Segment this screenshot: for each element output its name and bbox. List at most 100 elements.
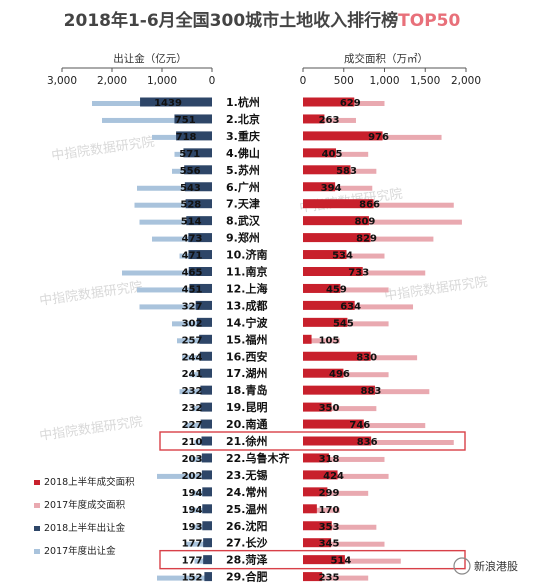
bar-2017-area [303, 423, 426, 429]
bar-2018-area [303, 436, 372, 446]
area-2018-label: 733 [348, 268, 369, 279]
bar-2017-area [303, 440, 454, 445]
area-2018-label: 318 [319, 454, 340, 465]
bar-2018-revenue [189, 283, 212, 293]
city-label: 29.合肥 [226, 570, 268, 584]
area-2018-label: 829 [356, 234, 377, 245]
area-2018-label: 394 [321, 183, 342, 194]
bar-2018-area [303, 216, 369, 226]
city-label: 21.徐州 [226, 434, 268, 448]
bar-2018-area [303, 199, 374, 209]
bar-2018-revenue [203, 555, 212, 565]
area-2018-label: 353 [319, 522, 340, 533]
bar-2018-revenue [199, 368, 212, 378]
city-label: 13.成都 [226, 298, 268, 312]
bar-2017-area [303, 372, 389, 378]
revenue-2018-label: 1439 [154, 98, 182, 109]
city-label: 5.苏州 [226, 163, 260, 177]
legend-swatch [34, 526, 40, 531]
area-2018-label: 263 [319, 115, 340, 126]
legend-swatch [34, 480, 40, 485]
bar-2018-revenue [199, 334, 212, 344]
bar-2018-area [303, 334, 312, 344]
revenue-2018-label: 751 [175, 115, 196, 126]
bar-2018-revenue [174, 114, 212, 124]
area-2018-label: 830 [356, 352, 377, 363]
bar-2018-area [303, 385, 375, 395]
bar-2018-area [303, 504, 317, 514]
bar-2018-area [303, 267, 363, 276]
city-label: 15.福州 [226, 332, 268, 346]
legend-label: 2018上半年成交面积 [44, 476, 135, 488]
wechat-icon [453, 557, 471, 575]
area-2018-label: 424 [323, 471, 344, 482]
bar-2017-area [303, 575, 369, 581]
bar-2018-revenue [201, 470, 212, 480]
bar-2017-revenue [152, 236, 212, 242]
bar-2018-revenue [185, 199, 212, 209]
bar-2017-area [303, 117, 356, 123]
area-2018-label: 459 [326, 284, 347, 295]
revenue-2018-label: 451 [182, 284, 203, 295]
revenue-2018-label: 177 [182, 556, 203, 567]
bar-2017-revenue [192, 490, 212, 496]
bar-2018-area [303, 97, 355, 107]
bar-2017-revenue [179, 389, 212, 395]
revenue-2018-label: 152 [182, 573, 203, 584]
bar-2018-revenue [183, 148, 212, 158]
right-axis-title: 成交面积（万㎡） [344, 52, 428, 65]
revenue-2018-label: 232 [182, 386, 203, 397]
city-label: 25.温州 [226, 502, 268, 516]
bar-2017-revenue [189, 456, 212, 462]
city-label: 2.北京 [226, 112, 260, 126]
area-2018-label: 629 [340, 98, 361, 109]
city-label: 10.济南 [226, 248, 268, 262]
area-2018-label: 345 [319, 539, 340, 550]
area-2018-label: 496 [329, 369, 350, 380]
revenue-2018-label: 718 [176, 132, 197, 143]
bar-2017-revenue [192, 524, 212, 530]
left-axis-title: 出让金（亿元） [113, 52, 187, 65]
left-axis-tick-label: 1,000 [147, 75, 177, 87]
city-label: 6.广州 [226, 180, 260, 194]
area-2018-label: 866 [359, 200, 380, 211]
bar-2018-area [303, 487, 328, 497]
right-axis-tick-label: 500 [334, 75, 354, 87]
bar-2017-revenue [184, 423, 212, 429]
city-label: 8.武汉 [226, 214, 261, 228]
bar-2018-revenue [201, 436, 212, 446]
bar-2018-revenue [203, 538, 212, 548]
area-2018-label: 545 [333, 318, 354, 329]
legend-label: 2017年度成交面积 [44, 499, 126, 511]
bar-2017-area [303, 558, 401, 564]
bar-2018-revenue [186, 216, 212, 226]
bar-2018-area [303, 470, 338, 480]
area-2018-label: 405 [322, 149, 343, 160]
revenue-2018-label: 514 [181, 217, 202, 228]
bar-2018-revenue [200, 419, 212, 429]
chart-title: 2018年1-6月全国300城市土地收入排行榜TOP50 [64, 10, 461, 31]
city-label: 11.南京 [226, 265, 268, 279]
bar-2018-area [303, 182, 336, 192]
revenue-2018-label: 227 [182, 420, 203, 431]
area-2018-label: 634 [340, 301, 361, 312]
bar-2017-revenue [157, 575, 212, 581]
bar-2017-revenue [182, 355, 212, 361]
bar-2018-area [303, 453, 329, 463]
city-label: 9.郑州 [226, 231, 260, 245]
city-label: 3.重庆 [226, 129, 260, 143]
bar-2017-revenue [189, 507, 212, 513]
bar-2018-area [303, 572, 323, 582]
area-2018-label: 976 [368, 132, 389, 143]
city-label: 19.昆明 [226, 401, 268, 414]
bar-2018-area [303, 250, 347, 260]
bar-2018-revenue [204, 572, 212, 582]
bar-2017-revenue [134, 202, 212, 208]
revenue-2018-label: 528 [180, 200, 201, 211]
right-axis-tick-label: 2,000 [451, 75, 481, 87]
revenue-2018-label: 194 [182, 505, 203, 516]
bar-2017-revenue [184, 541, 212, 547]
area-2018-label: 746 [349, 420, 370, 431]
bar-2017-area [303, 185, 373, 191]
